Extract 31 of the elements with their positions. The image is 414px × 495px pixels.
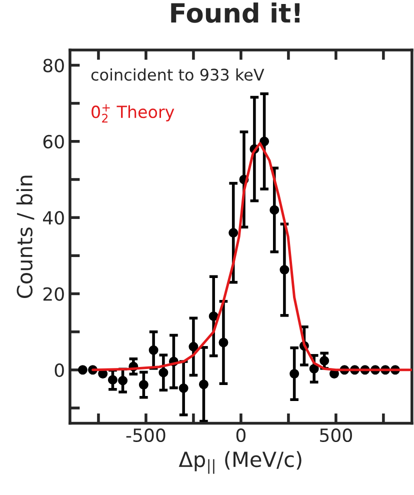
x-tick-label: 0 (236, 428, 246, 442)
point (158, 368, 168, 378)
point (138, 380, 148, 390)
annotation: coincident to 933 keV (91, 68, 264, 81)
x-tick-label: 500 (320, 428, 352, 442)
point (208, 311, 218, 321)
text: 0$^{+}$$_{2}$ Theory (92, 104, 174, 122)
point (309, 364, 319, 374)
x-axis-title: Δp$_{||}$ (MeV/c) (178, 451, 302, 474)
point (188, 342, 198, 352)
point (78, 365, 88, 375)
y-tick-label: 0 (54, 363, 64, 378)
chart-title: Found it! (171, 2, 300, 23)
point (228, 228, 238, 238)
point (280, 264, 290, 274)
y-tick-label: 20 (43, 287, 64, 301)
point (148, 345, 158, 355)
point (290, 368, 300, 378)
point (270, 205, 280, 215)
point (108, 375, 118, 385)
y-tick-label: 60 (43, 134, 64, 149)
point (218, 338, 228, 348)
point (320, 356, 330, 366)
point (178, 383, 188, 393)
point (260, 136, 270, 146)
y-tick-label: 80 (43, 58, 64, 72)
x-tick-label: -500 (126, 428, 166, 442)
y-tick-label: 40 (43, 211, 64, 225)
y-axis-title: Counts / bin (16, 176, 34, 298)
point (118, 376, 128, 386)
point (198, 380, 208, 390)
